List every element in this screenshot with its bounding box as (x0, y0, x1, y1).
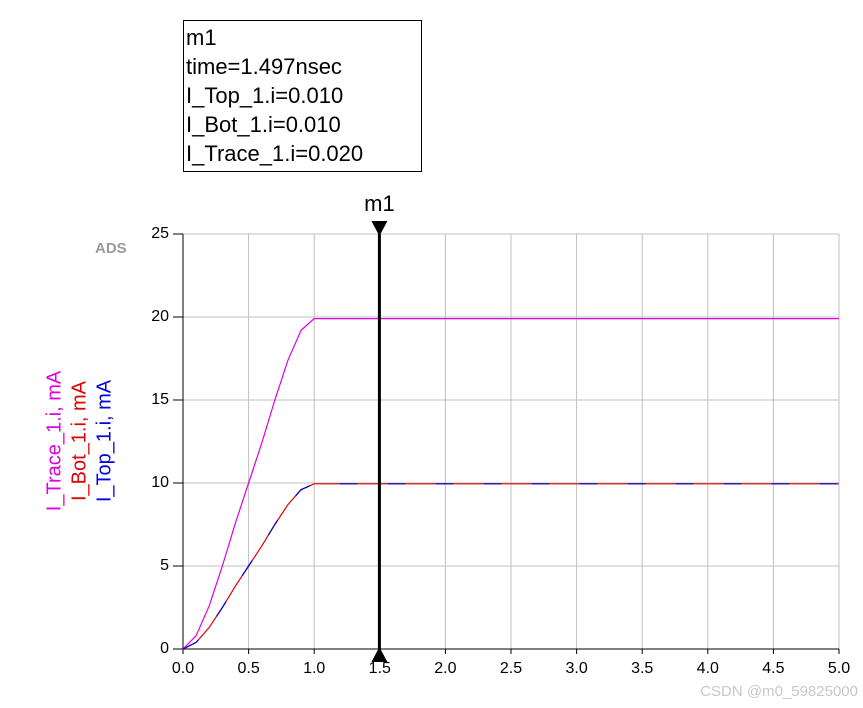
marker-readout-box (183, 20, 422, 172)
y-tick-label: 15 (151, 391, 169, 408)
ads-badge: ADS (95, 240, 127, 257)
x-tick-label: 1.5 (369, 660, 391, 677)
series-line (182, 318, 839, 650)
marker-triangle (371, 221, 388, 236)
marker-triangle (371, 647, 388, 662)
marker-readout: I_Trace_1.i=0.020 (186, 141, 363, 166)
marker-readout: m1 (186, 25, 217, 50)
watermark: CSDN @m0_59825000 (700, 683, 858, 700)
y-tick-label: 10 (151, 474, 169, 491)
series-line (182, 483, 839, 650)
x-tick-label: 3.0 (565, 660, 587, 677)
marker-readout: time=1.497nsec (186, 54, 342, 79)
marker-label: m1 (364, 191, 395, 216)
y-tick-label: 20 (151, 308, 169, 325)
x-tick-label: 4.5 (762, 660, 784, 677)
x-tick-label: 2.5 (500, 660, 522, 677)
y-axis-label: I_Bot_1.i, mA (68, 380, 90, 501)
x-tick-label: 4.0 (697, 660, 719, 677)
y-axis-label: I_Top_1.i, mA (93, 379, 115, 502)
y-axis-label: I_Trace_1.i, mA (43, 370, 65, 511)
y-tick-label: 5 (160, 557, 169, 574)
marker-readout: I_Bot_1.i=0.010 (186, 112, 341, 137)
x-tick-label: 0.5 (237, 660, 259, 677)
x-tick-label: 5.0 (828, 660, 850, 677)
x-tick-label: 3.5 (631, 660, 653, 677)
x-tick-label: 0.0 (172, 660, 194, 677)
y-tick-label: 0 (160, 640, 169, 657)
x-tick-label: 1.0 (303, 660, 325, 677)
x-tick-label: 2.0 (434, 660, 456, 677)
marker-readout: I_Top_1.i=0.010 (186, 83, 343, 108)
y-tick-label: 25 (151, 225, 169, 242)
